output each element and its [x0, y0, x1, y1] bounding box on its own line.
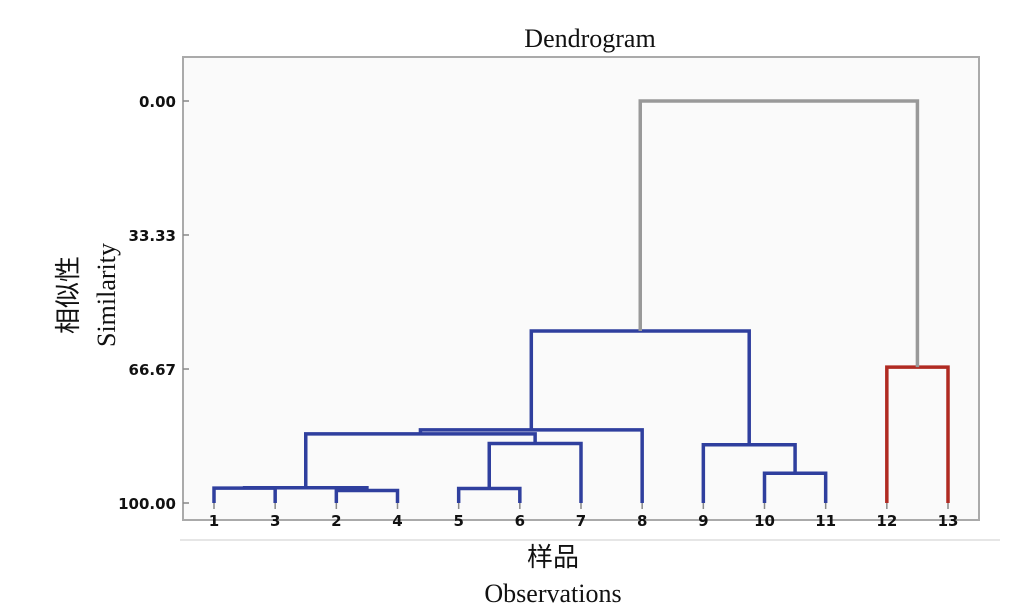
leaf-label: 13	[938, 512, 959, 530]
y-axis-label-zh: 相似性	[54, 256, 83, 334]
y-axis-label: Similarity	[92, 243, 121, 347]
leaf-label: 4	[392, 512, 402, 530]
dendrogram-links	[212, 99, 950, 503]
leaf-label: 2	[331, 512, 341, 530]
leaf-label: 6	[515, 512, 525, 530]
leaf-label: 3	[270, 512, 280, 530]
leaf-label: 8	[637, 512, 647, 530]
y-axis: 0.00 33.33 66.67 100.00 相似性 Similarity	[54, 93, 189, 513]
y-tick-label: 66.67	[129, 361, 176, 379]
y-tick-label: 0.00	[139, 93, 176, 111]
leaf-label: 9	[698, 512, 708, 530]
leaf-label: 10	[754, 512, 775, 530]
leaf-label: 11	[815, 512, 836, 530]
y-axis-ticks: 0.00 33.33 66.67 100.00	[118, 93, 189, 513]
x-axis-label: Observations	[484, 579, 621, 608]
y-tick-label: 100.00	[118, 495, 176, 513]
leaf-label: 5	[453, 512, 463, 530]
dendrogram-link-12	[638, 99, 920, 368]
leaf-label: 12	[876, 512, 897, 530]
x-axis-leaf-labels: 1 3 2 4 5 6 7 8 9 10 11 12 13	[209, 503, 959, 530]
leaf-label: 7	[576, 512, 586, 530]
y-tick-label: 33.33	[129, 227, 176, 245]
x-axis: 1 3 2 4 5 6 7 8 9 10 11 12 13 样品 Observations	[209, 503, 959, 608]
leaf-label: 1	[209, 512, 219, 530]
x-axis-label-zh: 样品	[527, 543, 579, 572]
chart-title: Dendrogram	[524, 24, 655, 53]
